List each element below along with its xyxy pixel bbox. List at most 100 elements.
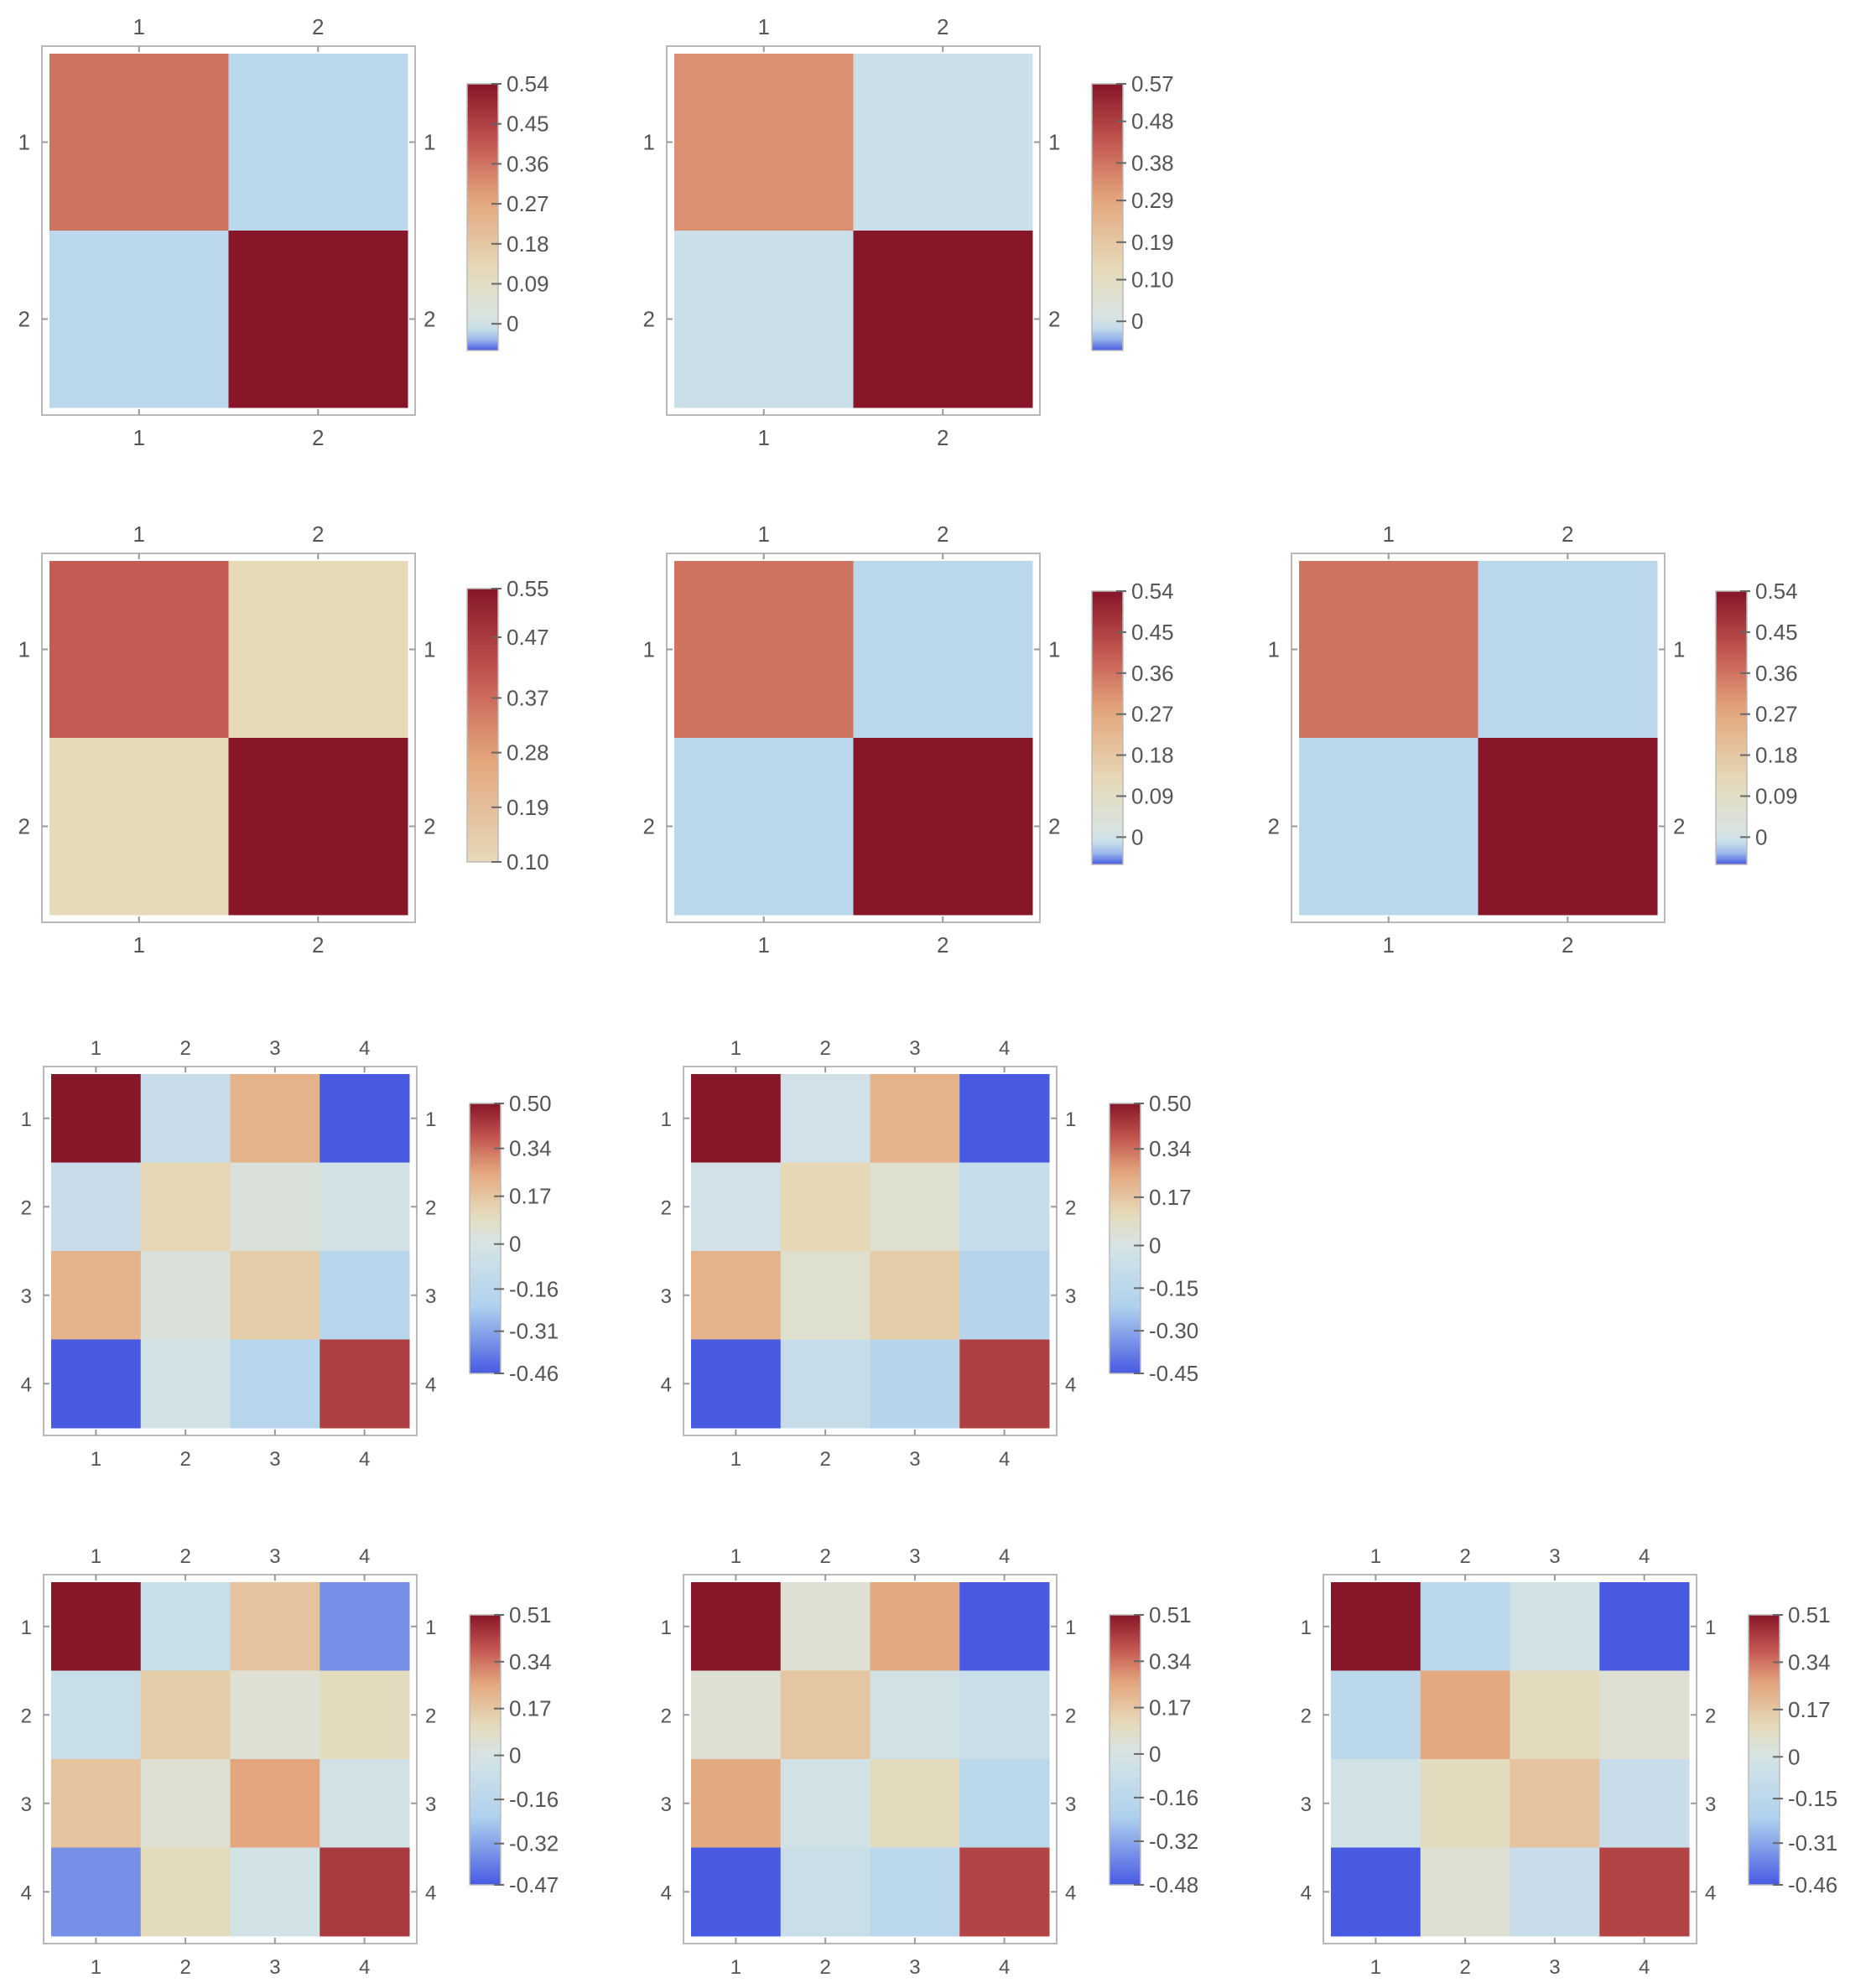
colorbar	[1091, 590, 1124, 865]
heatmap-cell	[320, 1670, 410, 1760]
row-tick-label-left: 1	[643, 637, 655, 662]
colorbar-tick-label: 0.45	[507, 112, 549, 137]
heatmap-cell	[959, 1251, 1050, 1340]
row-tick-label-right: 4	[1705, 1882, 1716, 1904]
heatmap-cell	[51, 1847, 142, 1937]
column-tick-label-bottom: 4	[999, 1956, 1010, 1979]
column-tick-label-bottom: 2	[937, 932, 948, 958]
column-tick-label-top: 3	[1549, 1545, 1560, 1568]
column-tick-label-bottom: 2	[819, 1956, 830, 1979]
heatmap-cell	[853, 561, 1033, 739]
colorbar-tick-label: 0.36	[1755, 661, 1798, 686]
heatmap-cell	[320, 1162, 410, 1252]
heatmap-panel: 1 1 2 2 3 3 4 4 1 1 2 2 3 3 4 4 0.51 0.34 0.17 0 -0.16 -0.32 -…	[661, 1545, 1199, 1979]
row-tick-label-left: 3	[661, 1285, 672, 1308]
heatmap-cell	[674, 231, 854, 408]
heatmap-cell	[230, 1162, 320, 1252]
row-tick-label-right: 2	[1048, 307, 1060, 332]
heatmap-cell	[49, 231, 229, 408]
heatmap-cell	[691, 1339, 782, 1429]
heatmap-cell	[780, 1251, 871, 1340]
heatmap-panel: 1 1 2 2 1 1 2 2 0.55 0.47 0.37 0.28 0.19 0.10	[18, 522, 549, 958]
column-tick-label-bottom: 4	[1639, 1956, 1650, 1979]
colorbar-tick-label: 0.27	[1755, 702, 1798, 727]
colorbar-tick-label: 0.17	[1149, 1695, 1192, 1721]
heatmap-cell	[1420, 1759, 1510, 1848]
heatmap-cell	[1478, 561, 1658, 739]
row-tick-label-right: 1	[1065, 1617, 1076, 1639]
column-tick-label-top: 1	[730, 1545, 741, 1568]
row-tick-label-left: 4	[661, 1373, 672, 1396]
column-tick-label-bottom: 1	[1370, 1956, 1381, 1979]
row-tick-label-right: 2	[1705, 1705, 1716, 1727]
row-tick-label-right: 1	[425, 1617, 436, 1639]
column-tick-label-top: 2	[819, 1545, 830, 1568]
row-tick-label-left: 2	[18, 307, 30, 332]
column-tick-label-top: 3	[909, 1037, 920, 1060]
row-tick-label-left: 2	[661, 1196, 672, 1219]
heatmap-cell	[1420, 1670, 1510, 1760]
heatmap-cell	[140, 1162, 231, 1252]
heatmap-cell	[853, 54, 1033, 231]
column-tick-label-top: 4	[999, 1037, 1010, 1060]
heatmap-cell	[959, 1670, 1050, 1760]
heatmap-cell	[140, 1847, 231, 1937]
heatmap-cell	[230, 1847, 320, 1937]
heatmap-panel: 1 1 2 2 3 3 4 4 1 1 2 2 3 3 4 4 0.51 0.34 0.17 0 -0.16 -0.32 -…	[21, 1545, 559, 1979]
colorbar	[466, 588, 499, 863]
row-tick-label-right: 2	[1065, 1705, 1076, 1727]
row-tick-label-right: 4	[1065, 1882, 1076, 1904]
colorbar-tick-label: 0.54	[1755, 579, 1798, 604]
colorbar	[466, 83, 499, 351]
colorbar-tick-label: 0	[509, 1232, 521, 1257]
column-tick-label-top: 2	[937, 14, 948, 39]
heatmap-panel: 1 1 2 2 3 3 4 4 1 1 2 2 3 3 4 4 0.50 0.34 0.17 0 -0.16 -0.31 -…	[21, 1037, 559, 1471]
column-tick-label-bottom: 1	[1383, 932, 1395, 958]
heatmap-cell	[1510, 1670, 1600, 1760]
column-tick-label-bottom: 4	[359, 1448, 370, 1471]
heatmap-cell	[140, 1074, 231, 1163]
heatmap-cell	[140, 1759, 231, 1848]
heatmap-cell	[230, 1582, 320, 1671]
row-tick-label-right: 1	[1048, 637, 1060, 662]
colorbar-tick-label: 0.48	[1131, 109, 1174, 134]
heatmap-cell	[51, 1339, 142, 1429]
colorbar-tick-label: 0.50	[1149, 1091, 1192, 1116]
heatmap-cell	[230, 1759, 320, 1848]
column-tick-label-bottom: 3	[909, 1448, 920, 1471]
row-tick-label-left: 1	[21, 1108, 32, 1131]
heatmap-cell	[1510, 1847, 1600, 1937]
heatmap-cell	[1478, 738, 1658, 916]
colorbar-tick-label: -0.16	[1149, 1785, 1198, 1810]
heatmap-cell	[691, 1162, 782, 1252]
colorbar-tick-label: 0.36	[507, 151, 549, 176]
colorbar-tick-label: 0.55	[507, 576, 549, 601]
heatmap-cell	[320, 1582, 410, 1671]
row-tick-label-left: 2	[1301, 1705, 1312, 1727]
heatmap-cell	[320, 1759, 410, 1848]
row-tick-label-right: 3	[425, 1793, 436, 1816]
colorbar-tick-label: 0.18	[1755, 743, 1798, 768]
heatmap-cell	[51, 1251, 142, 1340]
heatmap-cell	[1331, 1582, 1421, 1671]
colorbar-tick-label: 0.09	[1131, 784, 1174, 809]
heatmap-cell	[320, 1847, 410, 1937]
colorbar-tick-label: -0.48	[1149, 1872, 1198, 1897]
colorbar-tick-label: -0.15	[1149, 1275, 1198, 1300]
colorbar	[1748, 1614, 1780, 1886]
column-tick-label-bottom: 1	[91, 1448, 101, 1471]
heatmap-cell	[959, 1759, 1050, 1848]
heatmap-cell	[49, 738, 229, 916]
column-tick-label-bottom: 2	[937, 425, 948, 450]
row-tick-label-left: 2	[21, 1196, 32, 1219]
column-tick-label-top: 4	[359, 1037, 370, 1060]
heatmap-cell	[674, 54, 854, 231]
heatmap-cell	[959, 1162, 1050, 1252]
colorbar-tick-label: -0.31	[509, 1319, 559, 1344]
heatmap-cell	[691, 1582, 782, 1671]
colorbar-tick-label: 0.17	[1149, 1185, 1192, 1210]
heatmap-cell	[870, 1074, 960, 1163]
colorbar-tick-label: 0.10	[507, 849, 549, 875]
colorbar-tick-label: 0.09	[507, 272, 549, 297]
